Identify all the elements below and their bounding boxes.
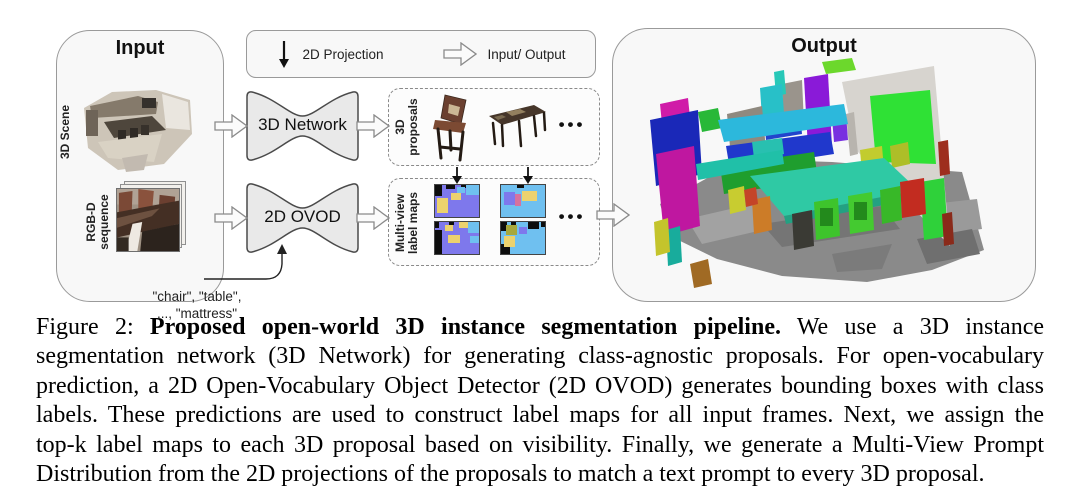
arrow-3dnetwork-to-proposals <box>356 114 390 138</box>
label-map-1 <box>434 184 480 218</box>
input-panel-title: Input <box>115 37 165 59</box>
hourglass-shape <box>246 91 359 161</box>
figure-caption: Figure 2: Proposed open-world 3D instanc… <box>36 313 1044 489</box>
labelmaps-ellipsis: ••• <box>558 207 586 226</box>
legend-projection-label: 2D Projection <box>302 46 384 62</box>
labelmaps-panel <box>388 178 600 266</box>
network-3d-label: 3D Network <box>258 115 347 135</box>
label-map-2 <box>500 184 546 218</box>
caption-line-5: top-k label maps to each 3D proposal bas… <box>36 431 1044 458</box>
legend-panel: 2D Projection Input/ Output <box>246 30 596 78</box>
hourglass-shape <box>246 183 359 253</box>
legend-io-label: Input/ Output <box>487 46 566 62</box>
table-proposal-image <box>489 105 547 148</box>
output-segmented-scene-image <box>650 58 984 288</box>
rgbd-frame-front-image <box>116 188 180 252</box>
caption-line-6: Distribution from the 2D projections of … <box>36 461 985 488</box>
proposals-ellipsis: ••• <box>558 115 586 134</box>
ovod-node: 2D OVOD <box>246 181 359 255</box>
label-map-3 <box>434 221 480 255</box>
proposals-label: 3D proposals <box>393 98 420 156</box>
label-map-4 <box>500 221 546 255</box>
prompt-line-1: "chair", "table", <box>152 289 242 304</box>
scene-label: 3D Scene <box>57 104 72 160</box>
arrow-labelmaps-to-output <box>596 203 630 227</box>
caption-line-4: labels. These predictions are used to co… <box>36 402 1044 429</box>
chair-proposal-image <box>433 94 467 162</box>
output-panel-title: Output <box>791 35 857 57</box>
caption-line-3: prediction, a 2D Open-Vocabulary Object … <box>36 372 1044 399</box>
labelmaps-label: Multi-view label maps <box>393 191 420 255</box>
ovod-label: 2D OVOD <box>264 207 341 227</box>
arrow-input-to-3dnetwork <box>214 114 248 138</box>
caption-bold-title: Proposed open-world 3D instance segmenta… <box>149 314 781 340</box>
network-3d-node: 3D Network <box>246 89 359 163</box>
caption-line-2: segmentation network (3D Network) for ge… <box>36 343 1044 370</box>
arrow-ovod-to-labelmaps <box>356 206 390 230</box>
arrow-input-to-ovod <box>214 206 248 230</box>
rgbd-label: RGB-D sequence <box>84 194 111 250</box>
down-arrow-icon <box>279 41 290 68</box>
hollow-right-arrow-icon <box>443 42 478 66</box>
prompt-line-2: ..., "mattress" <box>156 306 238 321</box>
prompt-words: "chair", "table", ..., "mattress" <box>117 288 277 322</box>
caption-line-1: Figure 2: Proposed open-world 3D instanc… <box>36 314 1044 340</box>
input-3d-scene-image <box>84 90 192 172</box>
